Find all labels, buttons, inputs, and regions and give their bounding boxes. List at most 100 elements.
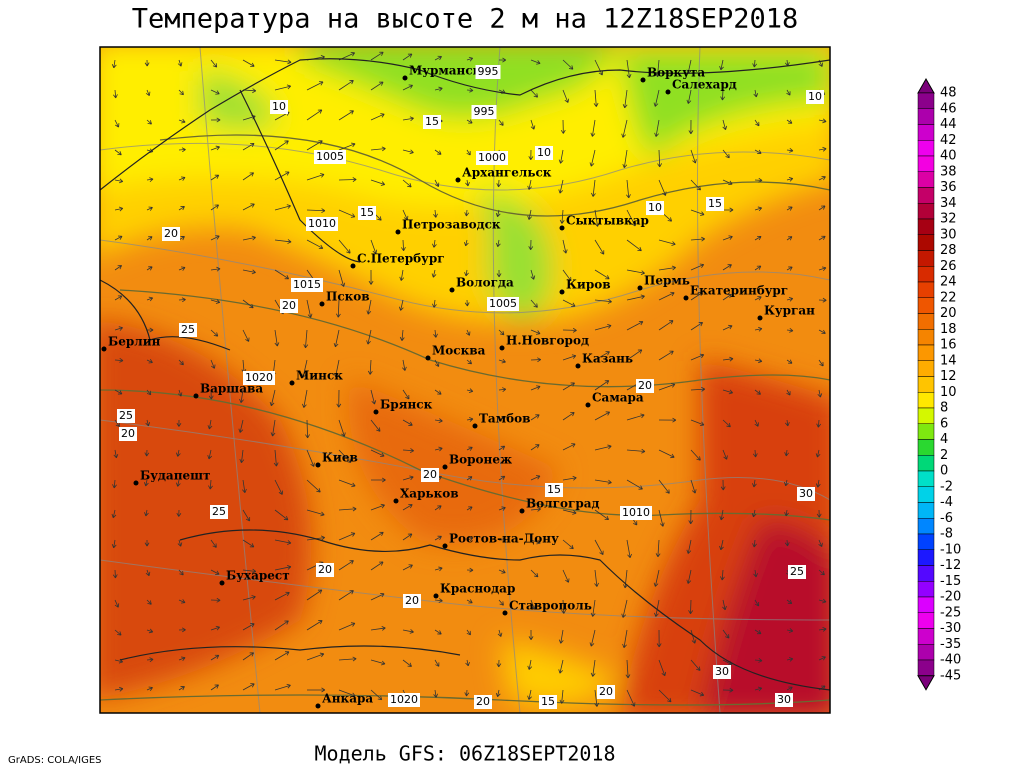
contour-label-box bbox=[270, 100, 288, 114]
wind-arrow bbox=[306, 239, 324, 250]
wind-arrow bbox=[370, 51, 384, 61]
wind-arrow bbox=[242, 652, 254, 661]
colorbar-segment bbox=[917, 376, 935, 393]
wind-arrow bbox=[176, 509, 182, 517]
contour-label-box bbox=[646, 201, 664, 215]
wind-arrow bbox=[207, 449, 213, 460]
city-dot bbox=[757, 315, 763, 321]
wind-arrow bbox=[305, 419, 310, 439]
wind-arrow bbox=[145, 569, 151, 577]
map-frame bbox=[99, 46, 831, 714]
wind-arrow bbox=[114, 599, 120, 608]
wind-arrow bbox=[562, 299, 576, 307]
wind-arrow bbox=[686, 569, 692, 584]
wind-arrow bbox=[658, 179, 667, 196]
contour-label: 20 bbox=[405, 594, 419, 607]
city-dot bbox=[559, 289, 565, 295]
contour-label-box bbox=[306, 217, 338, 231]
colorbar-segment bbox=[917, 518, 935, 535]
wind-arrow bbox=[594, 689, 600, 707]
wind-arrow bbox=[114, 149, 122, 156]
wind-arrow bbox=[594, 509, 610, 521]
wind-arrow bbox=[301, 389, 308, 408]
wind-arrow bbox=[562, 411, 575, 421]
city-dot bbox=[519, 508, 525, 514]
colorbar-segment bbox=[917, 360, 935, 377]
wind-arrow bbox=[690, 689, 705, 697]
colorbar-label: 6 bbox=[940, 416, 948, 431]
colorbar-label: -8 bbox=[940, 527, 953, 542]
wind-arrow bbox=[434, 629, 442, 635]
wind-arrow bbox=[530, 385, 541, 391]
wind-arrow bbox=[754, 206, 763, 212]
wind-arrow bbox=[528, 239, 534, 251]
contour-label: 1020 bbox=[390, 693, 418, 706]
colorbar-segment bbox=[917, 266, 935, 283]
wind-arrow bbox=[274, 239, 292, 244]
colorbar-segment bbox=[917, 218, 935, 235]
wind-arrow bbox=[784, 449, 790, 457]
wind-arrow bbox=[690, 629, 697, 644]
wind-arrow bbox=[754, 358, 763, 364]
city-label: Волгоград bbox=[526, 497, 599, 511]
wind-arrow bbox=[370, 503, 385, 511]
wind-arrow bbox=[816, 509, 822, 518]
wind-arrow bbox=[210, 654, 220, 661]
wind-arrow bbox=[562, 269, 572, 282]
city-label: Петрозаводск bbox=[402, 218, 501, 232]
wind-arrow bbox=[495, 239, 501, 248]
wind-arrow bbox=[370, 561, 384, 571]
city-label: Самара bbox=[592, 391, 644, 405]
wind-arrow bbox=[751, 509, 757, 518]
wind-arrow bbox=[338, 110, 354, 121]
wind-arrow bbox=[210, 684, 219, 691]
wind-arrow bbox=[466, 599, 473, 604]
city-dot bbox=[133, 480, 139, 486]
wind-arrow bbox=[686, 539, 692, 554]
wind-arrow bbox=[402, 659, 412, 667]
wind-arrow bbox=[530, 89, 538, 98]
wind-arrow bbox=[786, 327, 794, 333]
wind-arrow bbox=[146, 686, 153, 692]
wind-arrow bbox=[274, 539, 292, 545]
wind-arrow bbox=[590, 119, 596, 137]
wind-arrow bbox=[498, 599, 504, 606]
wind-arrow bbox=[306, 687, 326, 693]
wind-arrow bbox=[527, 659, 533, 670]
colorbar-segment bbox=[917, 171, 935, 188]
wind-arrow bbox=[658, 417, 677, 423]
colorbar-segment bbox=[917, 155, 935, 172]
contour-label: 20 bbox=[121, 427, 135, 440]
wind-arrow bbox=[562, 89, 570, 103]
wind-arrow bbox=[720, 89, 726, 101]
wind-arrow bbox=[306, 140, 323, 151]
wind-arrow bbox=[465, 329, 471, 336]
wind-arrow bbox=[498, 57, 507, 63]
wind-arrow bbox=[113, 89, 118, 99]
colorbar-label: 28 bbox=[940, 243, 957, 258]
contour-label-box bbox=[314, 150, 346, 164]
colorbar-label: -6 bbox=[940, 511, 953, 526]
wind-arrow bbox=[144, 539, 150, 547]
wind-arrow bbox=[626, 448, 646, 454]
wind-arrow bbox=[333, 329, 340, 348]
wind-arrow bbox=[818, 569, 825, 576]
contour-label: 30 bbox=[715, 665, 729, 678]
wind-arrow bbox=[112, 479, 117, 489]
colorbar-label: 36 bbox=[940, 180, 957, 195]
wind-arrow bbox=[626, 239, 642, 252]
wind-arrow bbox=[530, 357, 542, 363]
wind-arrow bbox=[178, 686, 185, 691]
wind-arrow bbox=[274, 651, 290, 661]
wind-arrow bbox=[338, 532, 356, 541]
wind-arrow bbox=[464, 299, 470, 307]
wind-arrow bbox=[370, 179, 386, 186]
colorbar-label: 34 bbox=[940, 196, 957, 211]
city-label: Екатеринбург bbox=[690, 284, 788, 298]
wind-arrow bbox=[178, 627, 186, 633]
wind-arrow bbox=[754, 149, 762, 154]
wind-arrow bbox=[464, 689, 470, 697]
wind-arrow bbox=[495, 209, 501, 218]
wind-arrow bbox=[530, 539, 541, 545]
wind-arrow bbox=[177, 59, 183, 67]
